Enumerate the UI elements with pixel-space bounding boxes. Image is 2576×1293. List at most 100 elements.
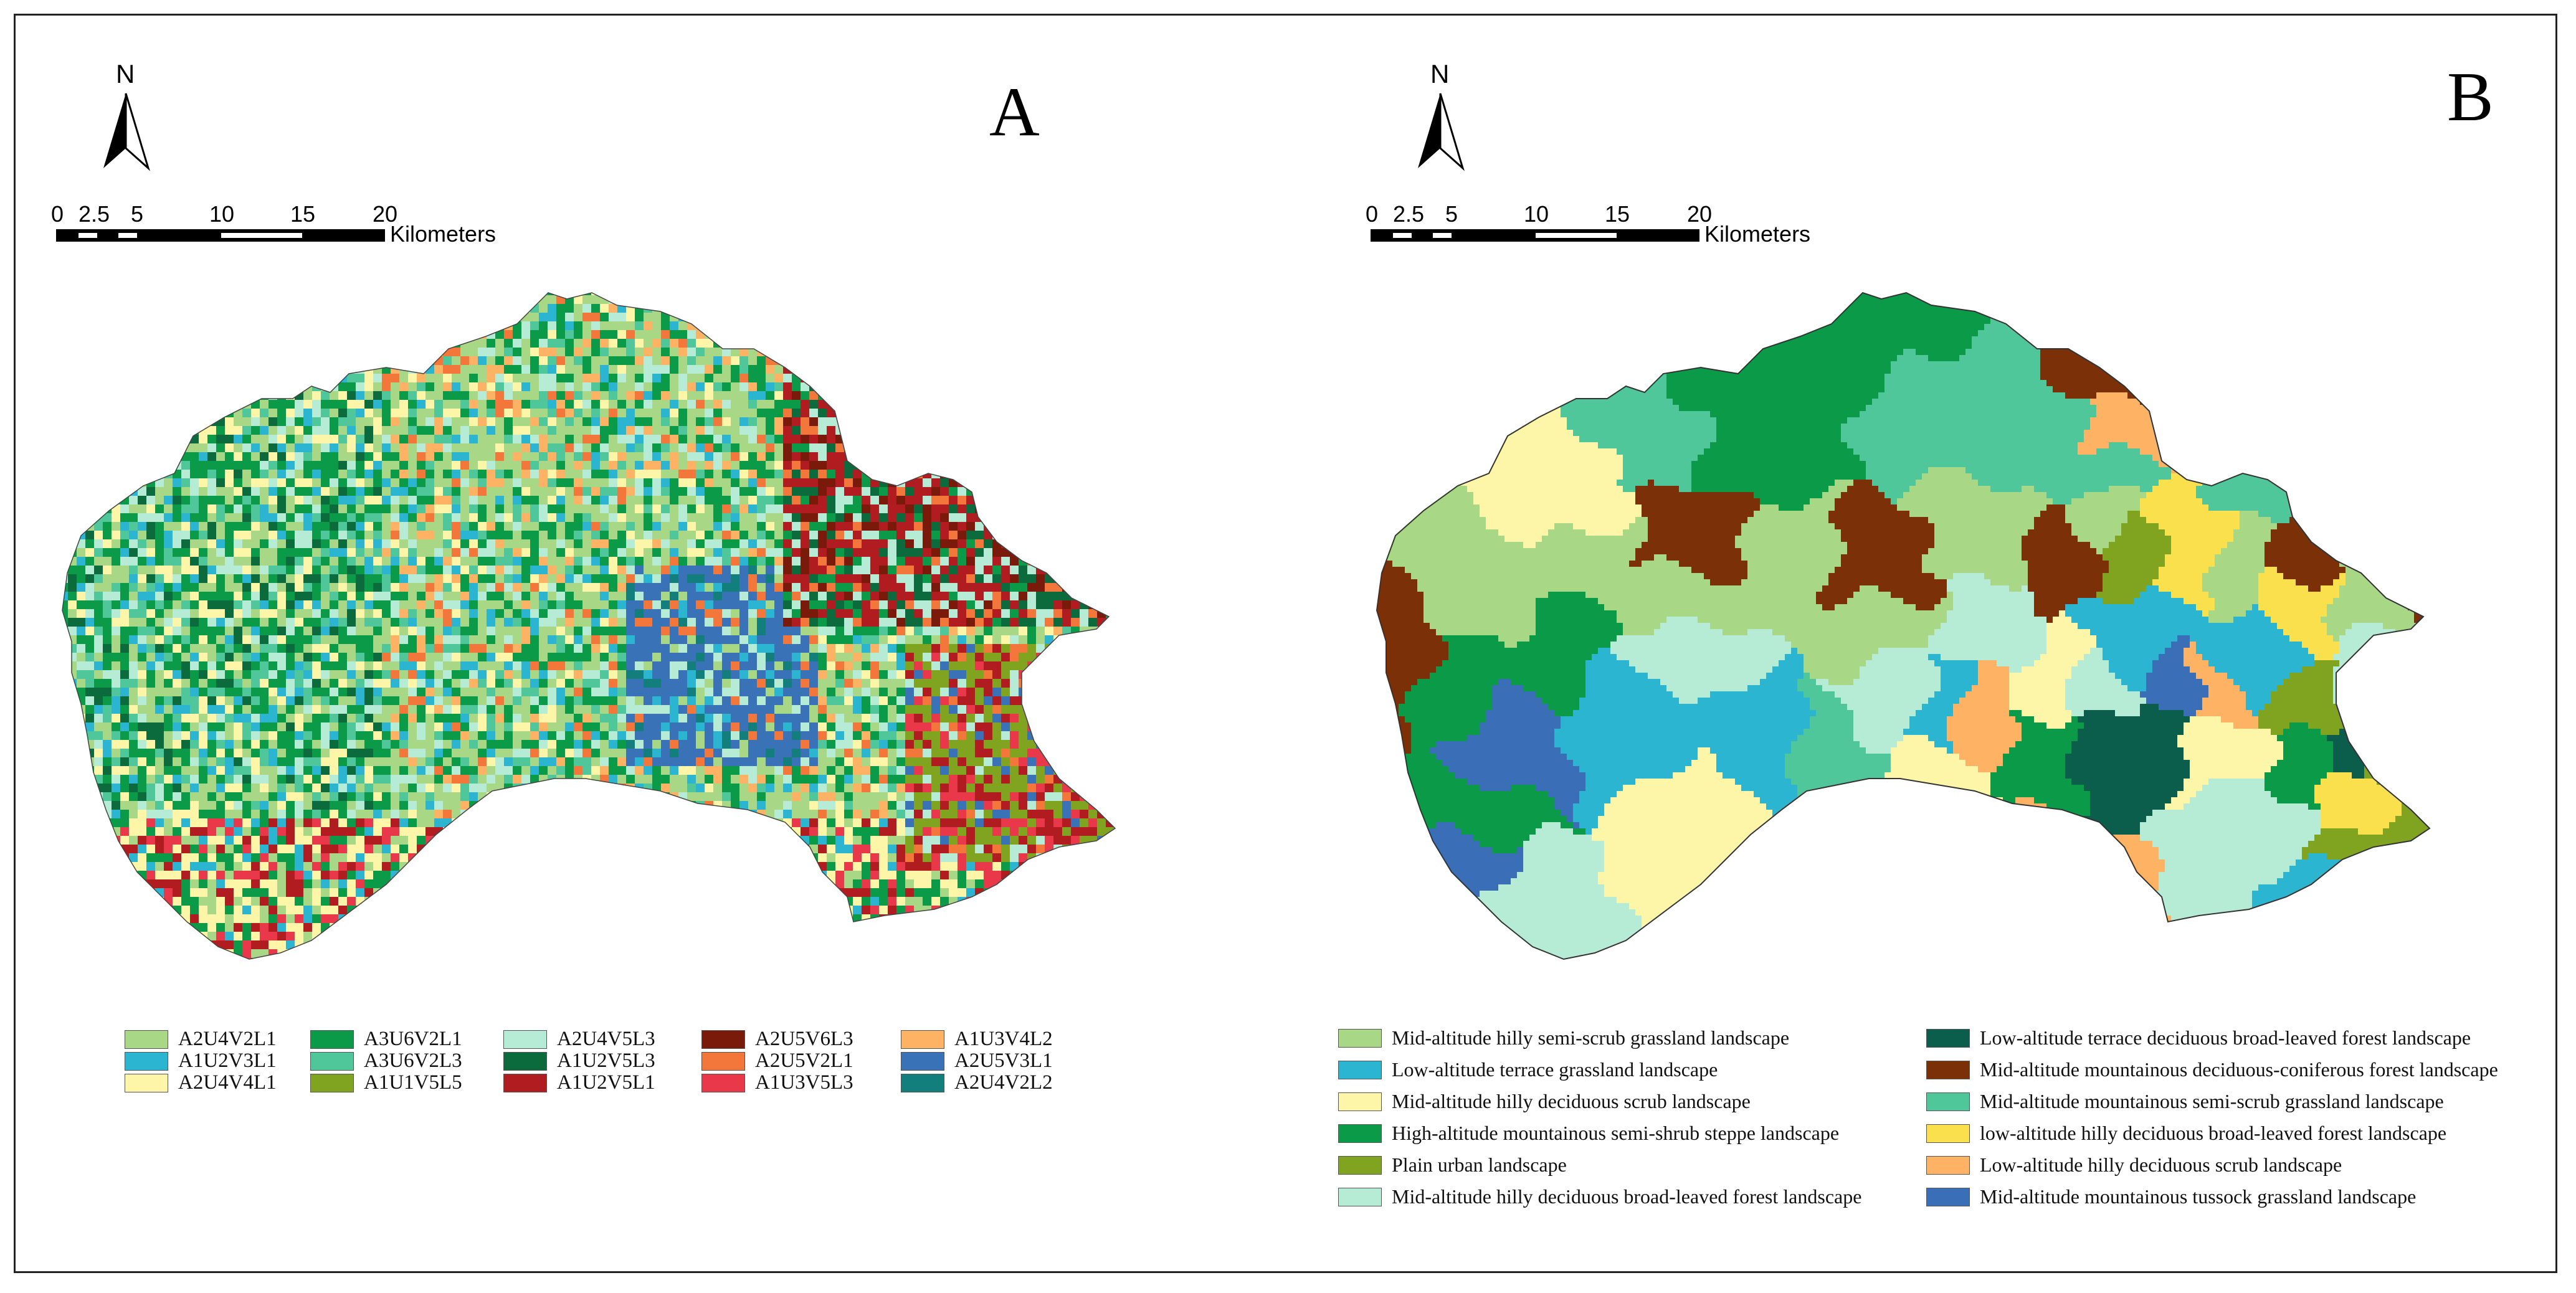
map-cell — [992, 600, 1002, 610]
map-cell — [469, 522, 478, 531]
map-cell — [1071, 478, 1080, 488]
map-cell — [975, 627, 984, 636]
map-cell — [190, 365, 199, 374]
map-cell — [216, 461, 226, 470]
map-cell — [303, 600, 313, 610]
map-cell — [478, 618, 487, 627]
map-cell — [68, 365, 77, 374]
map-cell — [731, 313, 740, 322]
map-cell — [617, 504, 627, 514]
map-cell — [1010, 618, 1019, 627]
map-cell — [958, 391, 967, 400]
map-cell — [539, 635, 548, 645]
map-cell — [1097, 330, 1106, 339]
map-cell — [844, 365, 853, 374]
map-cell — [539, 548, 548, 557]
map-cell — [68, 313, 77, 322]
map-cell — [539, 609, 548, 618]
map-cell — [487, 627, 496, 636]
map-cell — [504, 356, 513, 366]
map-cell — [347, 548, 356, 557]
map-cell — [478, 583, 487, 592]
map-cell — [905, 304, 915, 313]
map-cell — [295, 426, 304, 435]
map-cell — [103, 635, 112, 645]
map-cell — [469, 435, 478, 444]
map-cell — [425, 496, 435, 505]
map-cell — [1053, 627, 1063, 636]
map-cell — [408, 382, 417, 392]
map-cell — [1027, 496, 1037, 505]
map-cell — [173, 557, 182, 566]
map-cell — [1106, 330, 1115, 339]
map-cell — [1045, 443, 1054, 453]
map-cell — [661, 435, 670, 444]
map-cell — [949, 618, 958, 627]
map-cell — [722, 531, 731, 540]
map-cell — [1045, 478, 1054, 488]
map-cell — [146, 382, 156, 392]
map-cell — [548, 557, 557, 566]
map-cell — [1106, 478, 1115, 488]
map-cell — [1027, 443, 1037, 453]
map-cell — [1097, 470, 1106, 479]
map-cell — [556, 356, 566, 366]
map-cell — [931, 391, 941, 400]
map-cell — [207, 313, 217, 322]
map-cell — [809, 426, 819, 435]
map-cell — [600, 293, 609, 296]
map-cell — [853, 339, 862, 348]
map-cell — [199, 513, 208, 523]
map-cell — [713, 470, 723, 479]
map-cell — [504, 478, 513, 488]
map-cell — [548, 321, 557, 331]
map-cell — [652, 487, 662, 496]
map-cell — [1027, 548, 1037, 557]
map-cell — [277, 356, 287, 366]
map-cell — [661, 348, 670, 357]
map-cell — [146, 504, 156, 514]
map-cell — [478, 487, 487, 496]
map-cell — [992, 293, 1002, 296]
map-cell — [478, 295, 487, 305]
map-cell — [173, 522, 182, 531]
map-cell — [1071, 365, 1080, 374]
map-cell — [678, 339, 688, 348]
map-cell — [68, 400, 77, 409]
map-cell — [1053, 417, 1063, 427]
map-cell — [670, 557, 679, 566]
map-cell — [879, 618, 888, 627]
map-cell — [914, 557, 923, 566]
map-cell — [504, 391, 513, 400]
map-cell — [774, 293, 784, 296]
map-cell — [155, 321, 164, 331]
map-cell — [77, 609, 86, 618]
map-cell — [1036, 435, 1045, 444]
map-cell — [984, 365, 993, 374]
map-cell — [844, 522, 853, 531]
map-cell — [251, 452, 260, 462]
map-cell — [417, 513, 426, 523]
map-cell — [931, 356, 941, 366]
map-cell — [417, 417, 426, 427]
map-cell — [62, 531, 69, 540]
map-cell — [469, 566, 478, 575]
map-cell — [513, 452, 522, 462]
map-cell — [879, 365, 888, 374]
map-cell — [696, 574, 705, 584]
map-cell — [94, 339, 103, 348]
map-cell — [487, 583, 496, 592]
map-cell — [521, 409, 531, 418]
map-cell — [696, 592, 705, 601]
map-cell — [705, 348, 714, 357]
map-cell — [513, 566, 522, 575]
map-cell — [958, 539, 967, 549]
map-cell — [1115, 583, 1124, 592]
map-cell — [103, 409, 112, 418]
map-cell — [783, 574, 792, 584]
map-cell — [495, 609, 505, 618]
map-cell — [487, 487, 496, 496]
map-cell — [399, 435, 409, 444]
map-cell — [687, 539, 696, 549]
map-cell — [591, 513, 601, 523]
